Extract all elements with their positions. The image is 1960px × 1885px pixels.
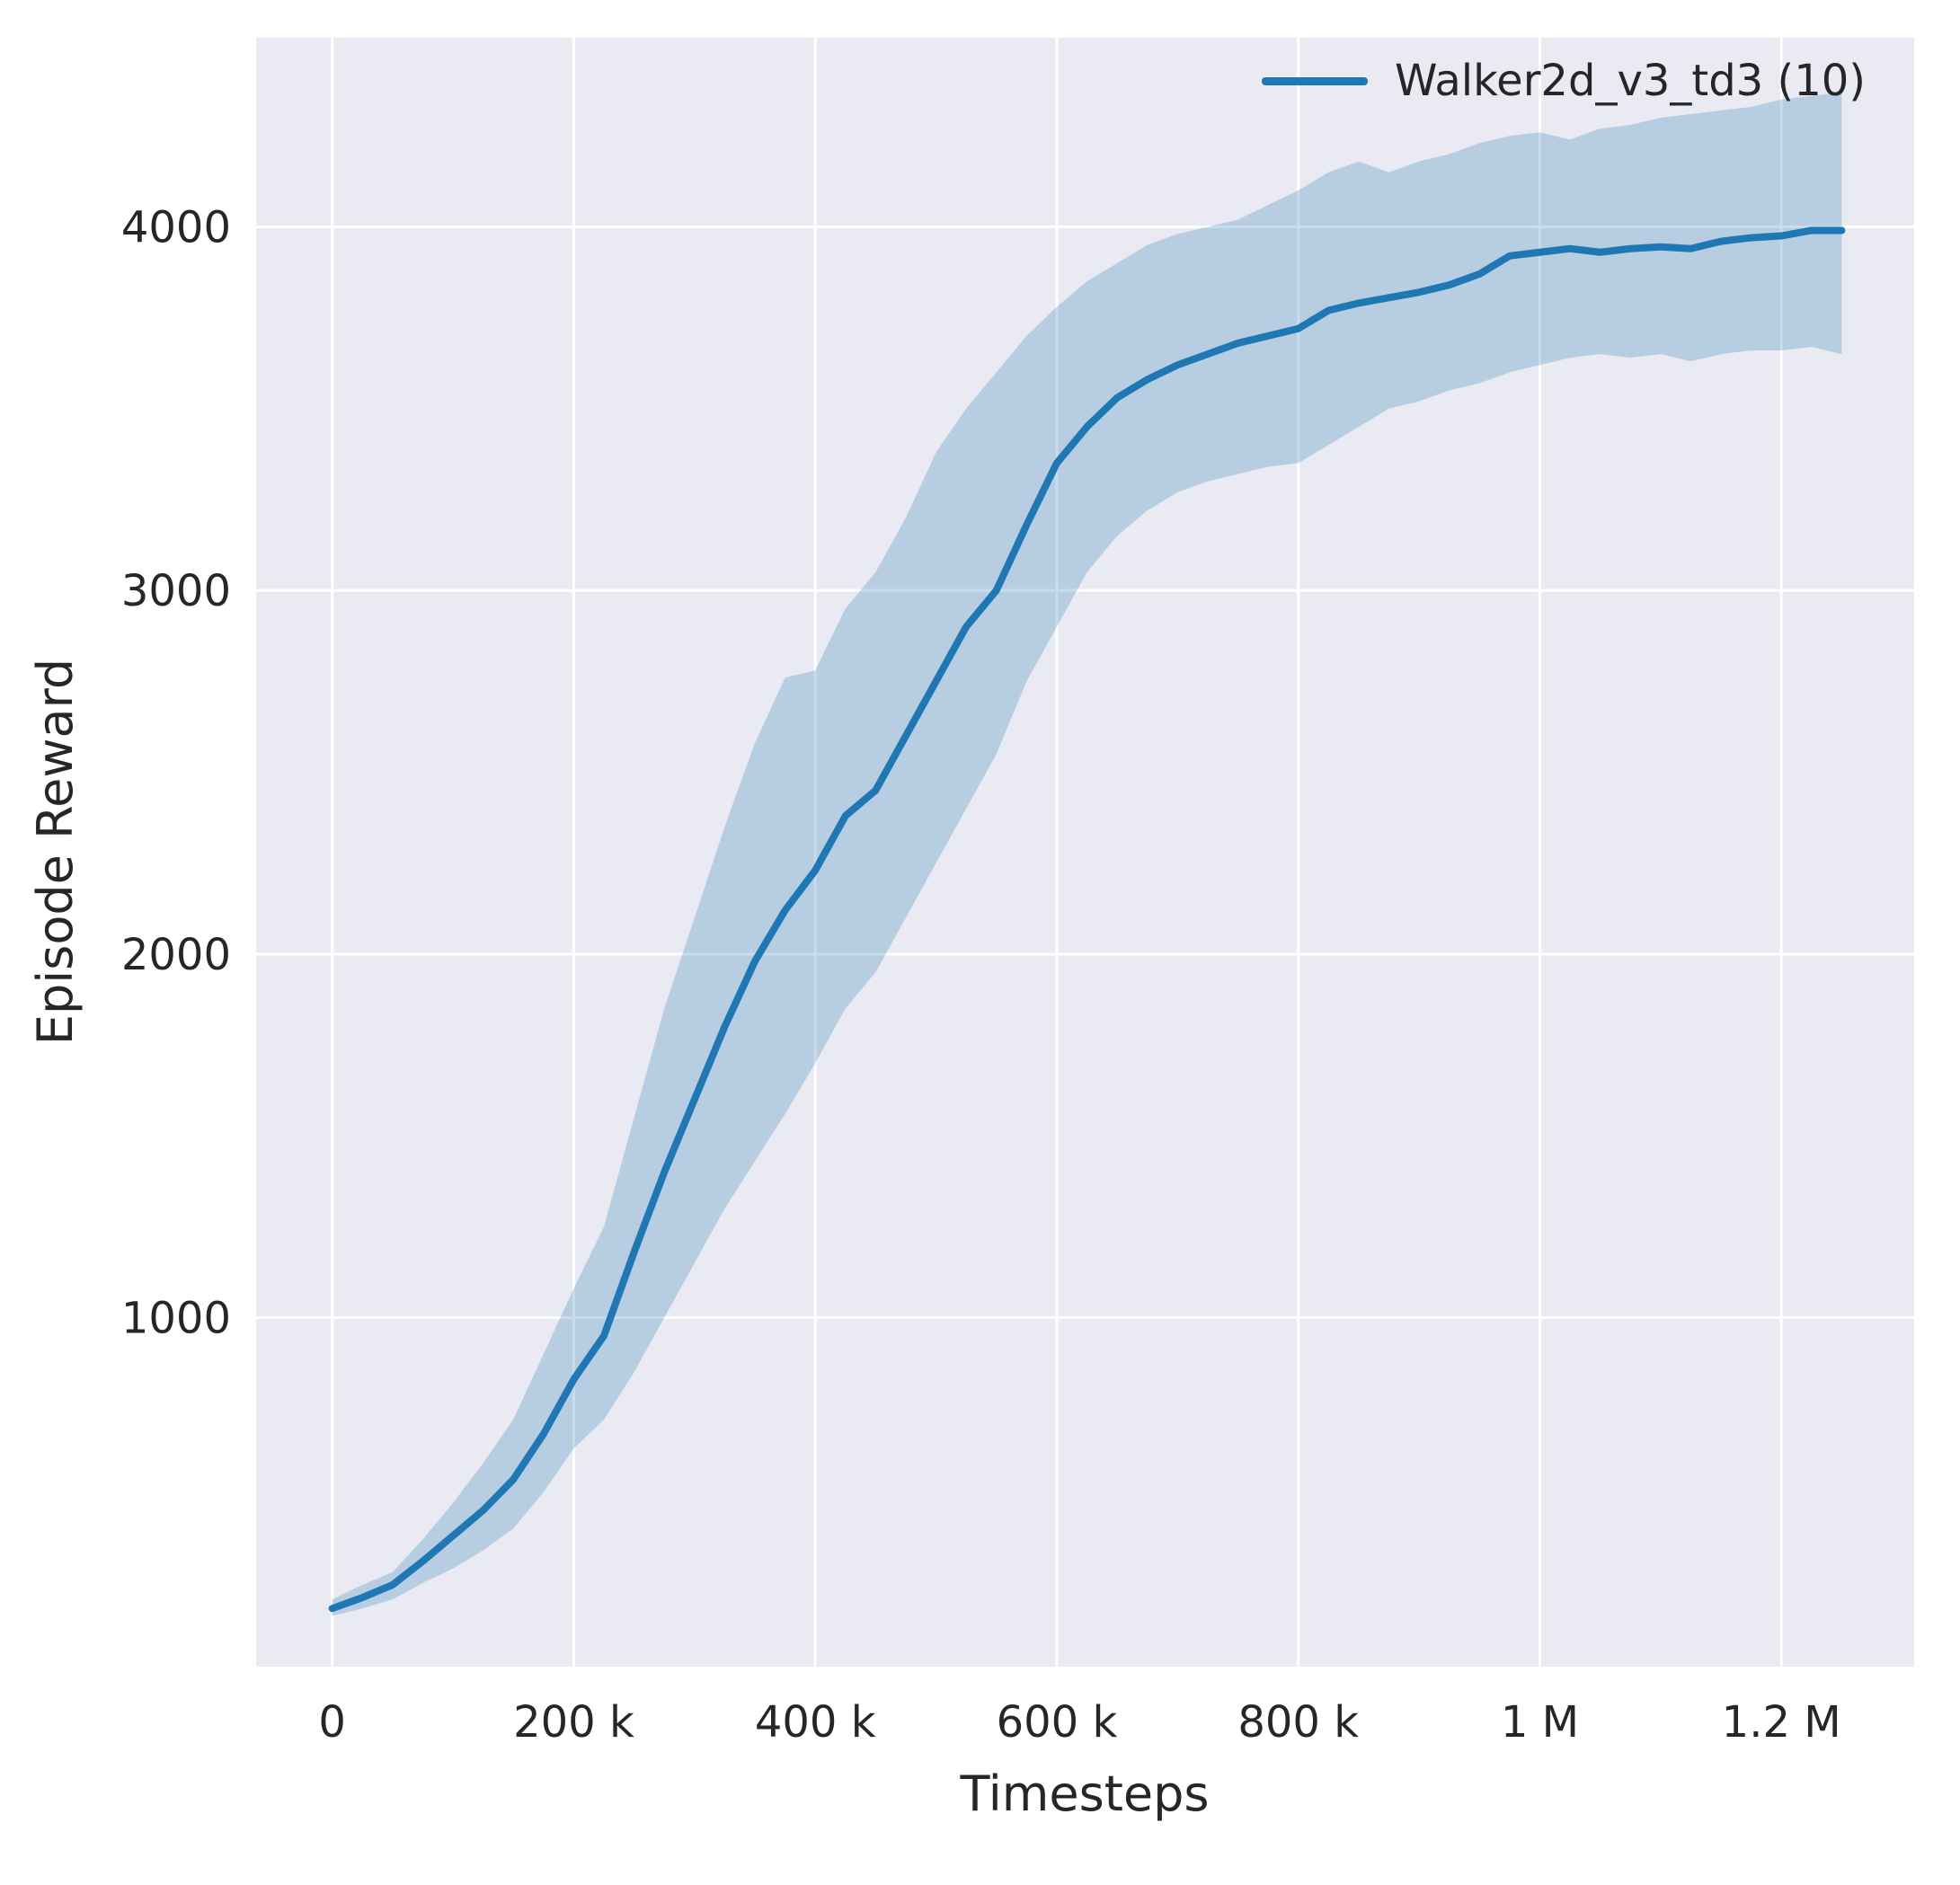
x-tick-label: 1 M: [1501, 1697, 1579, 1748]
x-tick-label: 600 k: [997, 1697, 1118, 1748]
legend: Walker2d_v3_td3 (10): [1261, 56, 1866, 106]
y-tick-label: 1000: [121, 1294, 231, 1344]
x-tick-label: 400 k: [755, 1697, 876, 1748]
legend-line-sample: [1261, 76, 1368, 85]
confidence-band: [332, 92, 1842, 1616]
x-tick-label: 1.2 M: [1722, 1697, 1841, 1748]
legend-label: Walker2d_v3_td3 (10): [1394, 56, 1866, 106]
plot-area: [256, 38, 1914, 1667]
mean-line: [328, 226, 1846, 1613]
x-tick-label: 200 k: [513, 1697, 634, 1748]
x-axis-label: Timesteps: [960, 1766, 1210, 1822]
x-tick-label: 0: [318, 1697, 346, 1748]
x-tick-label: 800 k: [1237, 1697, 1359, 1748]
y-tick-label: 4000: [121, 202, 231, 252]
y-tick-label: 2000: [121, 930, 231, 980]
y-axis-label: Episode Reward: [27, 658, 84, 1046]
y-tick-label: 3000: [121, 566, 231, 616]
